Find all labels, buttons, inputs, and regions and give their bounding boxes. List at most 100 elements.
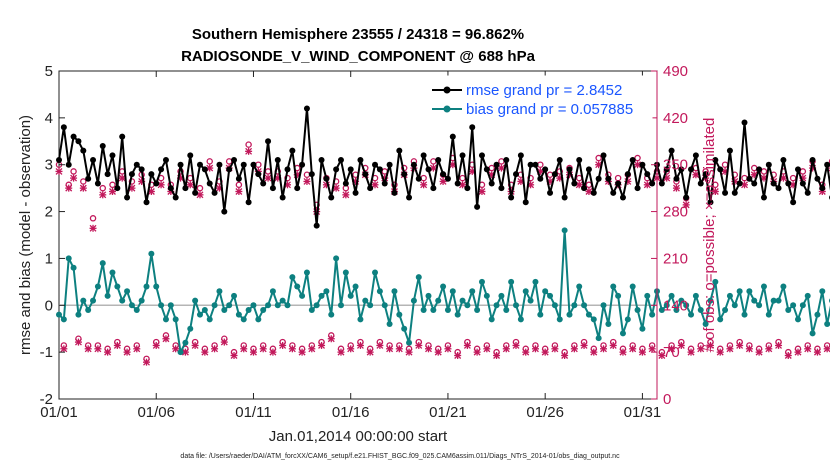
obs-assimilated-marker bbox=[405, 348, 413, 356]
rmse-point bbox=[702, 171, 709, 178]
rmse-point bbox=[809, 157, 816, 164]
obs-assimilated-marker bbox=[483, 345, 491, 353]
bias-point bbox=[809, 330, 816, 337]
rmse-point bbox=[566, 166, 573, 173]
obs-assimilated-marker bbox=[376, 341, 384, 349]
obs-assimilated-marker bbox=[668, 345, 676, 353]
obs-assimilated-marker bbox=[89, 224, 97, 232]
rmse-point bbox=[376, 166, 383, 173]
rmse-point bbox=[372, 161, 379, 168]
obs-assimilated-marker bbox=[318, 341, 326, 349]
obs-assimilated-marker bbox=[775, 341, 783, 349]
obs-possible-marker bbox=[828, 158, 830, 164]
rmse-point bbox=[182, 185, 189, 192]
bias-point bbox=[522, 288, 529, 295]
bias-point bbox=[294, 283, 301, 290]
rmse-point bbox=[551, 171, 558, 178]
obs-possible-marker bbox=[70, 168, 77, 175]
legend-box bbox=[427, 75, 653, 119]
rmse-point bbox=[765, 161, 772, 168]
rmse-point bbox=[401, 171, 408, 178]
bias-point bbox=[172, 316, 179, 323]
bias-point bbox=[469, 288, 476, 295]
obs-possible-marker bbox=[235, 181, 243, 189]
bias-point bbox=[561, 227, 568, 234]
rmse-point bbox=[85, 175, 92, 182]
y-tick-label: 0 bbox=[45, 297, 53, 314]
obs-assimilated-marker bbox=[211, 345, 219, 353]
obs-assimilated-marker bbox=[823, 345, 830, 353]
obs-assimilated-marker bbox=[79, 184, 87, 192]
rmse-point bbox=[440, 171, 447, 178]
rmse-point bbox=[109, 152, 116, 159]
rmse-point bbox=[269, 185, 276, 192]
rmse-point bbox=[245, 199, 252, 206]
bias-point bbox=[401, 325, 408, 332]
obs-assimilated-marker bbox=[259, 345, 267, 353]
series-layer bbox=[56, 105, 830, 356]
rmse-point bbox=[94, 180, 101, 187]
bias-point bbox=[600, 302, 607, 309]
rmse-point bbox=[318, 157, 325, 164]
bias-point bbox=[503, 306, 510, 313]
x-tick-label: 01/06 bbox=[137, 404, 175, 421]
bias-point bbox=[192, 297, 199, 304]
obs-assimilated-marker bbox=[99, 191, 107, 199]
bias-point bbox=[513, 302, 520, 309]
y-tick-label: 5 bbox=[45, 63, 53, 80]
obs-assimilated-marker bbox=[745, 345, 753, 353]
legend-rmse-marker bbox=[443, 86, 451, 94]
rmse-point bbox=[235, 175, 242, 182]
obs-possible-marker bbox=[80, 178, 87, 185]
axes-box bbox=[58, 70, 658, 400]
rmse-point bbox=[211, 189, 218, 196]
bias-point bbox=[425, 292, 432, 299]
bias-point bbox=[124, 288, 131, 295]
obs-assimilated-marker bbox=[551, 345, 559, 353]
rmse-point bbox=[571, 180, 578, 187]
x-tick-label: 01/31 bbox=[624, 404, 662, 421]
bias-point bbox=[449, 288, 456, 295]
rmse-point bbox=[425, 166, 432, 173]
rmse-point bbox=[639, 161, 646, 168]
bias-point bbox=[231, 292, 238, 299]
rmse-point bbox=[663, 166, 670, 173]
bias-point bbox=[153, 283, 160, 290]
obs-assimilated-marker bbox=[230, 351, 238, 359]
obs-assimilated-marker bbox=[386, 345, 394, 353]
obs-assimilated-marker bbox=[279, 341, 287, 349]
rmse-point bbox=[576, 157, 583, 164]
rmse-point bbox=[770, 180, 777, 187]
obs-possible-marker bbox=[245, 141, 252, 148]
rmse-point bbox=[352, 189, 359, 196]
rmse-point bbox=[790, 199, 797, 206]
bias-point bbox=[245, 306, 252, 313]
obs-assimilated-marker bbox=[104, 348, 112, 356]
obs-assimilated-marker bbox=[434, 348, 442, 356]
rmse-point bbox=[678, 166, 685, 173]
bias-point bbox=[590, 316, 597, 323]
bias-point bbox=[770, 297, 777, 304]
bias-point bbox=[435, 297, 442, 304]
bias-point bbox=[284, 302, 291, 309]
rmse-point bbox=[138, 166, 145, 173]
bias-point bbox=[488, 316, 495, 323]
obs-assimilated-marker bbox=[522, 348, 530, 356]
rmse-point bbox=[488, 180, 495, 187]
rmse-point bbox=[435, 157, 442, 164]
rmse-point bbox=[406, 194, 413, 201]
rmse-point bbox=[216, 161, 223, 168]
bias-point bbox=[508, 278, 515, 285]
obs-assimilated-marker bbox=[240, 345, 248, 353]
bias-point bbox=[702, 321, 709, 328]
rmse-point bbox=[192, 189, 199, 196]
rmse-point bbox=[206, 180, 213, 187]
rmse-point bbox=[697, 180, 704, 187]
obs-assimilated-marker bbox=[298, 348, 306, 356]
bias-point bbox=[143, 283, 150, 290]
obs-assimilated-marker bbox=[65, 184, 73, 192]
rmse-point bbox=[726, 147, 733, 154]
rmse-point bbox=[99, 142, 106, 149]
bias-point bbox=[328, 311, 335, 318]
obs-assimilated-marker bbox=[337, 348, 345, 356]
